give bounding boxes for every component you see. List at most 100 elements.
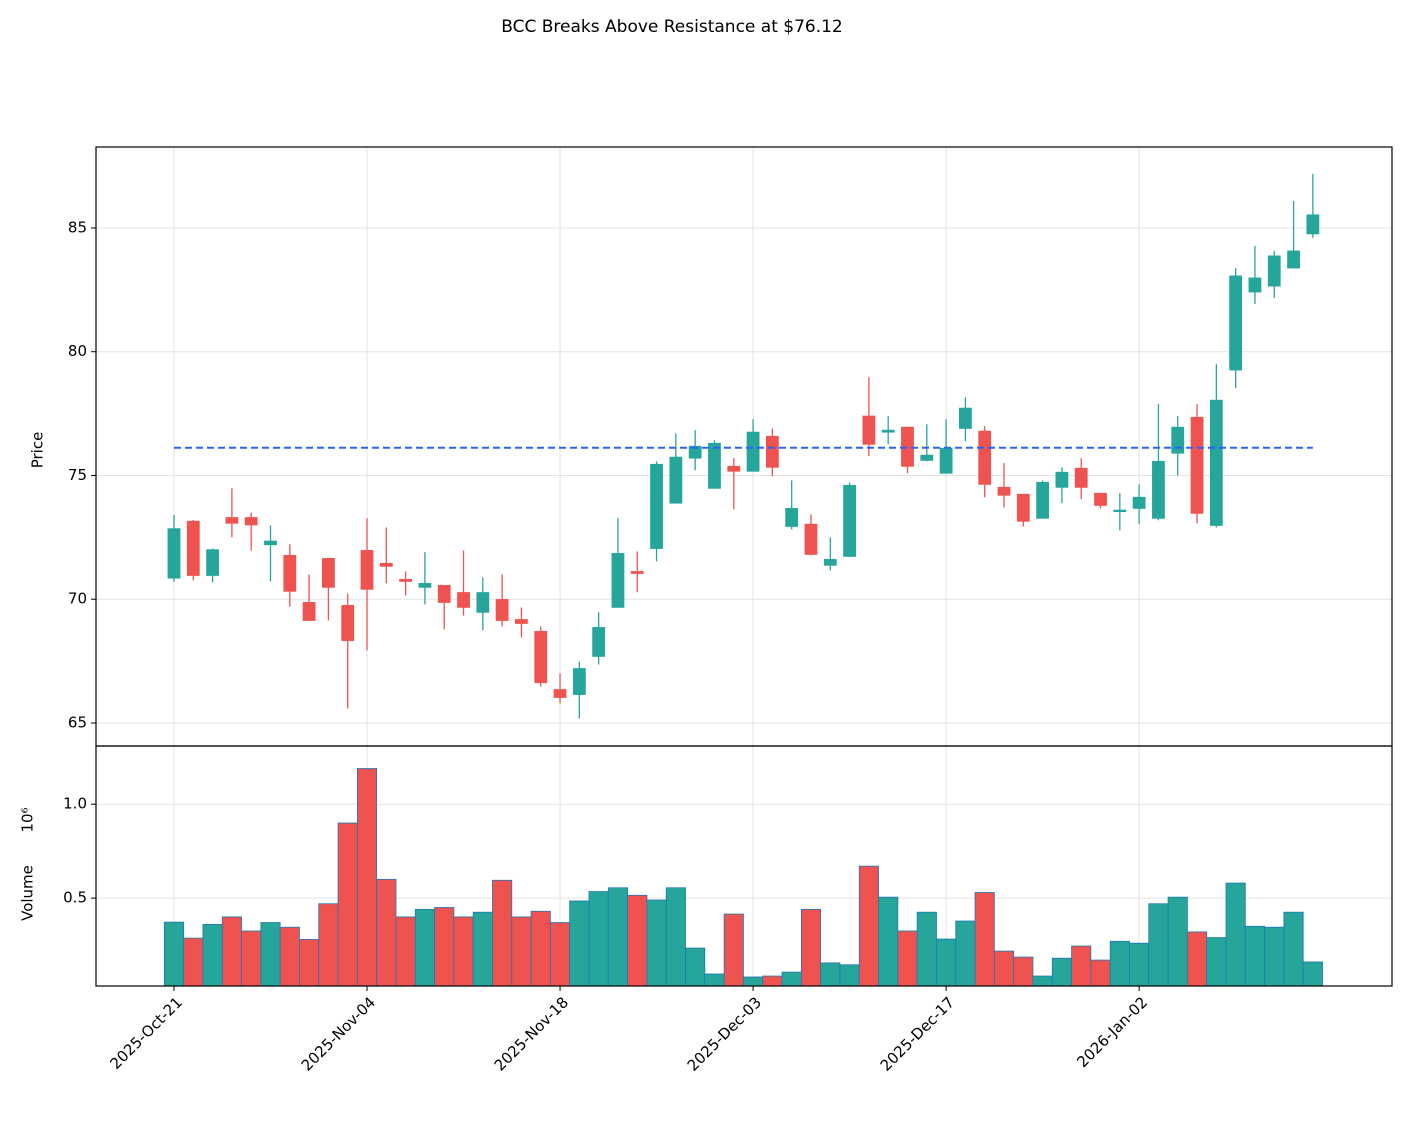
candle-body — [1074, 467, 1088, 488]
volume-bar — [260, 922, 281, 987]
volume-bar — [993, 950, 1015, 987]
candle-body — [283, 555, 297, 592]
candle-body — [1287, 250, 1300, 269]
candle-body — [534, 630, 548, 684]
x-tick-label: 2025-Dec-03 — [684, 993, 765, 1074]
volume-bar — [1109, 940, 1130, 987]
candle-body — [1152, 460, 1165, 519]
candle-body — [302, 602, 316, 621]
volume-bar — [1186, 931, 1208, 987]
volume-bar — [858, 865, 879, 987]
candle-body — [264, 540, 277, 546]
candle-body — [785, 507, 799, 527]
volume-bar — [1167, 896, 1188, 987]
volume-bar — [492, 879, 513, 987]
volume-bar — [1090, 959, 1111, 987]
candle-body — [186, 520, 200, 576]
volume-bar — [665, 887, 686, 987]
volume-bar — [646, 899, 667, 987]
volume-bar — [1283, 911, 1304, 987]
volume-bar — [318, 903, 339, 987]
candle-body — [1094, 492, 1107, 506]
volume-bar — [221, 916, 242, 987]
volume-bar — [607, 887, 629, 987]
volume-bar — [1071, 945, 1092, 987]
candle-body — [572, 668, 586, 695]
volume-bar — [1206, 937, 1227, 987]
candle-body — [843, 484, 856, 557]
candle-body — [379, 562, 393, 567]
candle-body — [495, 599, 509, 621]
volume-bar — [472, 911, 493, 987]
volume-bar — [337, 822, 358, 987]
volume-bar — [453, 916, 474, 987]
candle-body — [225, 517, 239, 524]
volume-bar — [627, 894, 648, 987]
volume-bar — [762, 975, 783, 987]
volume-bar — [916, 911, 937, 987]
y-tick-label: 65 — [68, 713, 87, 731]
volume-bar — [1264, 926, 1285, 987]
candle-body — [650, 463, 663, 549]
volume-bar — [820, 962, 841, 987]
candle-body — [997, 486, 1011, 496]
volume-bar — [685, 947, 706, 987]
volume-bar — [530, 910, 551, 987]
candle-body — [1248, 277, 1262, 293]
y-tick-label: 75 — [68, 466, 87, 484]
candle-body — [457, 592, 470, 608]
volume-bar — [279, 926, 300, 987]
candle-body — [1132, 496, 1146, 509]
candle-body — [167, 528, 181, 579]
volume-bar — [1148, 903, 1169, 987]
y-tick-label: 85 — [68, 218, 87, 236]
volume-axis-label: Volume — [19, 865, 37, 921]
candle-body — [630, 571, 644, 574]
x-tick-label: 2025-Oct-21 — [106, 993, 186, 1073]
volume-bar — [588, 891, 609, 987]
candle-body — [244, 517, 258, 526]
candle-body — [804, 523, 818, 555]
candle-body — [939, 447, 953, 474]
y-tick-label: 80 — [68, 342, 87, 360]
volume-bar — [414, 908, 435, 987]
candle-body — [959, 407, 972, 429]
x-tick-label: 2025-Dec-17 — [877, 993, 958, 1074]
y-tick-label: 70 — [68, 590, 87, 608]
candle-body — [708, 442, 721, 489]
volume-bar — [704, 973, 725, 987]
candle-body — [1267, 255, 1281, 287]
volume-bar — [569, 900, 590, 987]
candle-body — [1171, 426, 1185, 454]
candle-body — [341, 605, 355, 641]
candle-body — [1229, 275, 1243, 371]
volume-bar — [1225, 882, 1246, 987]
volume-frame — [95, 745, 1393, 987]
candle-body — [437, 584, 451, 603]
candle-body — [688, 445, 702, 459]
candle-body — [1113, 509, 1127, 513]
volume-scale-label: 10⁶ — [19, 807, 37, 832]
volume-bar — [839, 964, 860, 987]
candle-body — [322, 557, 335, 588]
candle-body — [476, 592, 490, 613]
volume-bar — [723, 913, 744, 987]
volume-bar — [800, 908, 822, 987]
volume-bar — [936, 938, 957, 987]
x-tick-label: 2026-Jan-02 — [1073, 993, 1151, 1071]
candle-body — [553, 689, 567, 698]
volume-bar — [974, 892, 995, 987]
candle-body — [1055, 471, 1069, 488]
candle-body — [399, 579, 413, 582]
volume-bar — [376, 878, 397, 987]
volume-bar — [356, 768, 378, 987]
volume-bar — [743, 976, 764, 987]
volume-bar — [1302, 961, 1323, 987]
candle-body — [978, 430, 992, 485]
candle-body — [1306, 214, 1320, 235]
candle-body — [881, 429, 895, 433]
candle-body — [823, 558, 837, 566]
volume-bar — [897, 930, 918, 987]
candle-body — [611, 553, 625, 608]
